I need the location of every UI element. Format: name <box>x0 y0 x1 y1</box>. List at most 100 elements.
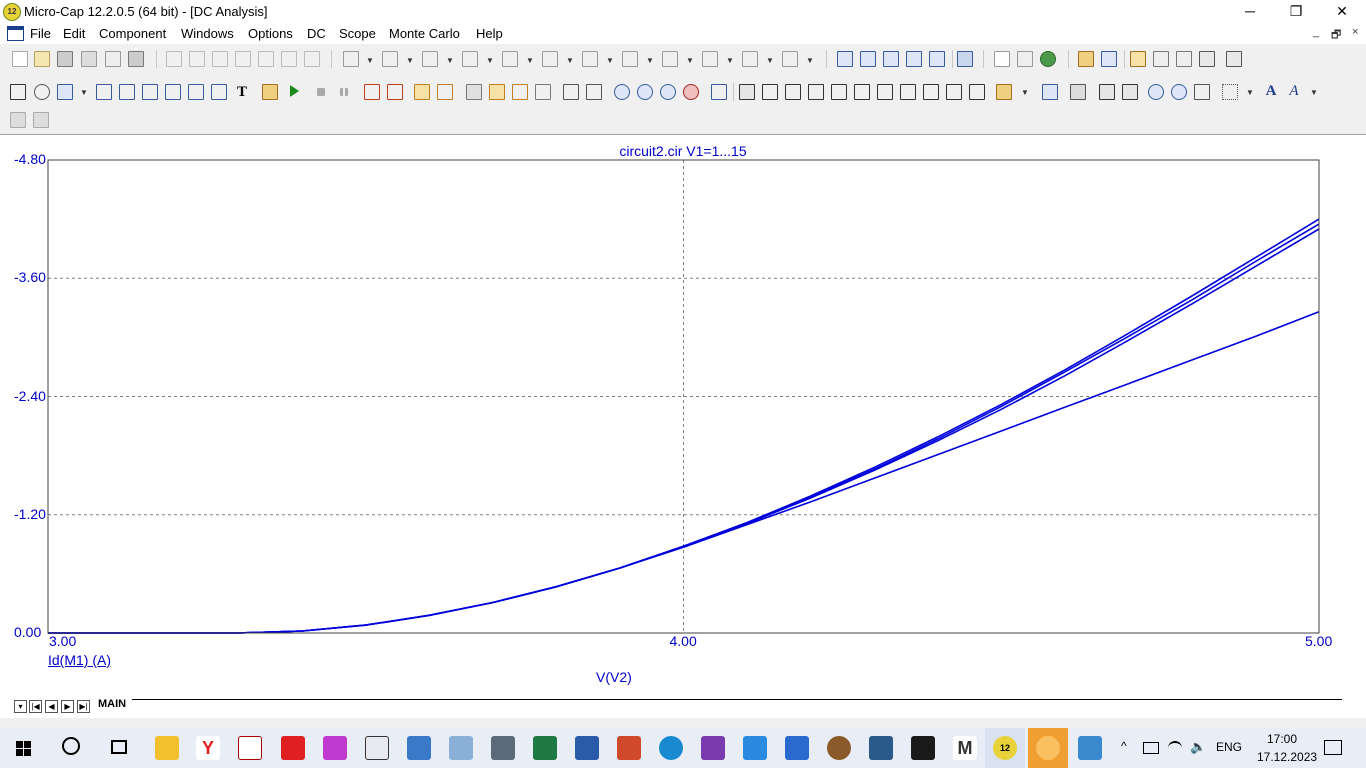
chevron-down-icon[interactable]: ▼ <box>1021 88 1029 97</box>
chevron-down-icon[interactable]: ▼ <box>566 56 574 65</box>
edit-properties-icon[interactable] <box>711 84 727 100</box>
dc-analysis-plot-window[interactable]: circuit2.cir V1=1...15 -4.80 -3.60 -2.40 -1… <box>0 134 1366 719</box>
powerpoint-icon[interactable] <box>617 736 641 760</box>
send-to-back-icon[interactable] <box>33 112 49 128</box>
vertical-tag-icon[interactable] <box>142 84 158 100</box>
chevron-down-icon[interactable]: ▼ <box>486 56 494 65</box>
select-mode-icon[interactable] <box>10 84 26 100</box>
chevron-down-icon[interactable]: ▼ <box>806 56 814 65</box>
prev-tab-button[interactable]: ◀ <box>45 700 58 713</box>
diode-component-icon[interactable] <box>502 51 518 67</box>
menu-dc[interactable]: DC <box>307 26 326 41</box>
cut-icon[interactable] <box>212 51 228 67</box>
voltage-source-icon[interactable] <box>742 51 758 67</box>
chevron-down-icon[interactable]: ▼ <box>646 56 654 65</box>
chevron-down-icon[interactable]: ▼ <box>606 56 614 65</box>
clear-cursor-icon[interactable] <box>683 84 699 100</box>
copy-icon[interactable] <box>235 51 251 67</box>
file-explorer-icon[interactable] <box>155 736 179 760</box>
plot-icon[interactable] <box>1199 51 1215 67</box>
paste-icon[interactable] <box>258 51 274 67</box>
tools-icon[interactable] <box>1176 51 1192 67</box>
minimize-button[interactable]: ─ <box>1245 3 1255 19</box>
chevron-down-icon[interactable]: ▼ <box>446 56 454 65</box>
align-cursors-icon[interactable] <box>1099 84 1115 100</box>
title-toggle-icon[interactable] <box>414 84 430 100</box>
function-icon[interactable] <box>211 84 227 100</box>
point-tag-icon[interactable] <box>96 84 112 100</box>
global-high-icon[interactable] <box>900 84 916 100</box>
ground-component-icon[interactable] <box>343 51 359 67</box>
chevron-down-icon[interactable]: ▼ <box>726 56 734 65</box>
y-expression-label[interactable]: Id(M1) (A) <box>48 652 111 668</box>
find-icon[interactable] <box>660 84 676 100</box>
micro-cap-app-icon[interactable]: 12 <box>3 3 21 21</box>
volume-icon[interactable]: 🔈 <box>1190 739 1207 754</box>
properties-icon[interactable] <box>1153 51 1169 67</box>
document-window-icon[interactable] <box>7 26 24 41</box>
macro-component-icon[interactable] <box>662 51 678 67</box>
abnet-app-icon[interactable] <box>365 736 389 760</box>
new-file-icon[interactable] <box>12 51 28 67</box>
global-low-icon[interactable] <box>923 84 939 100</box>
menu-monte-carlo[interactable]: Monte Carlo <box>389 26 460 41</box>
chevron-down-icon[interactable]: ▼ <box>1310 88 1318 97</box>
zoom-in-icon[interactable] <box>614 84 630 100</box>
wifi-icon[interactable] <box>1168 741 1182 755</box>
auto-scale-icon[interactable] <box>364 84 380 100</box>
menu-edit[interactable]: Edit <box>63 26 86 41</box>
numeric-output-icon[interactable] <box>1070 84 1086 100</box>
open-file-icon[interactable] <box>34 51 50 67</box>
save-icon[interactable] <box>57 51 73 67</box>
figma-icon[interactable] <box>911 736 935 760</box>
menu-scope[interactable]: Scope <box>339 26 376 41</box>
plus-mode-icon[interactable] <box>586 84 602 100</box>
tile-horizontal-icon[interactable] <box>883 51 899 67</box>
model-editor-icon[interactable] <box>1017 51 1033 67</box>
horizontal-tag-icon[interactable] <box>119 84 135 100</box>
first-tab-button[interactable]: |◀ <box>29 700 42 713</box>
minor-log-grid-icon[interactable] <box>466 84 482 100</box>
paint-palette-icon[interactable] <box>449 736 473 760</box>
peak-icon[interactable] <box>785 84 801 100</box>
next-simulation-icon[interactable] <box>762 84 778 100</box>
print-icon[interactable] <box>128 51 144 67</box>
redo-icon[interactable] <box>189 51 205 67</box>
mathcad-icon[interactable]: M <box>953 736 977 760</box>
horizontal-axis-icon[interactable] <box>563 84 579 100</box>
print-preview-icon[interactable] <box>105 51 121 67</box>
text-tool-icon[interactable]: T <box>236 84 247 100</box>
mosfet-component-icon[interactable] <box>582 51 598 67</box>
x-expression-label[interactable]: V(V2) <box>596 669 632 685</box>
transistor-component-icon[interactable] <box>542 51 558 67</box>
capacitor-component-icon[interactable] <box>422 51 438 67</box>
chevron-up-icon[interactable]: ^ <box>1121 739 1127 753</box>
inflection-icon[interactable] <box>877 84 893 100</box>
low-icon[interactable] <box>854 84 870 100</box>
clock-date[interactable]: 17.12.2023 <box>1257 750 1318 764</box>
same-y-scales-icon[interactable] <box>1122 84 1138 100</box>
data-tag-icon[interactable] <box>1194 84 1210 100</box>
stepping-icon[interactable] <box>1130 51 1146 67</box>
windows-start-icon[interactable] <box>16 741 31 756</box>
app-icon[interactable] <box>827 736 851 760</box>
bring-to-front-icon[interactable] <box>10 112 26 128</box>
cascade-windows-icon[interactable] <box>837 51 853 67</box>
plot-canvas[interactable]: circuit2.cir V1=1...15 <box>0 135 1366 697</box>
restore-button[interactable]: ❐ <box>1289 3 1303 19</box>
component-library-icon[interactable] <box>994 51 1010 67</box>
scale-mode-icon[interactable] <box>57 84 73 100</box>
pan-mode-icon[interactable] <box>34 84 50 100</box>
current-source-icon[interactable] <box>782 51 798 67</box>
undo-icon[interactable] <box>166 51 182 67</box>
trace-line-2[interactable] <box>48 223 1320 634</box>
battery-component-icon[interactable] <box>702 51 718 67</box>
calculator-app-icon[interactable] <box>491 736 515 760</box>
resistor-component-icon[interactable] <box>382 51 398 67</box>
word-icon[interactable] <box>575 736 599 760</box>
clock-time[interactable]: 17:00 <box>1267 732 1298 746</box>
mdi-minimize-button[interactable]: _ <box>1313 26 1320 38</box>
search-icon[interactable] <box>62 737 80 755</box>
trace-line-4[interactable] <box>48 311 1320 634</box>
stop-icon[interactable] <box>317 88 325 96</box>
